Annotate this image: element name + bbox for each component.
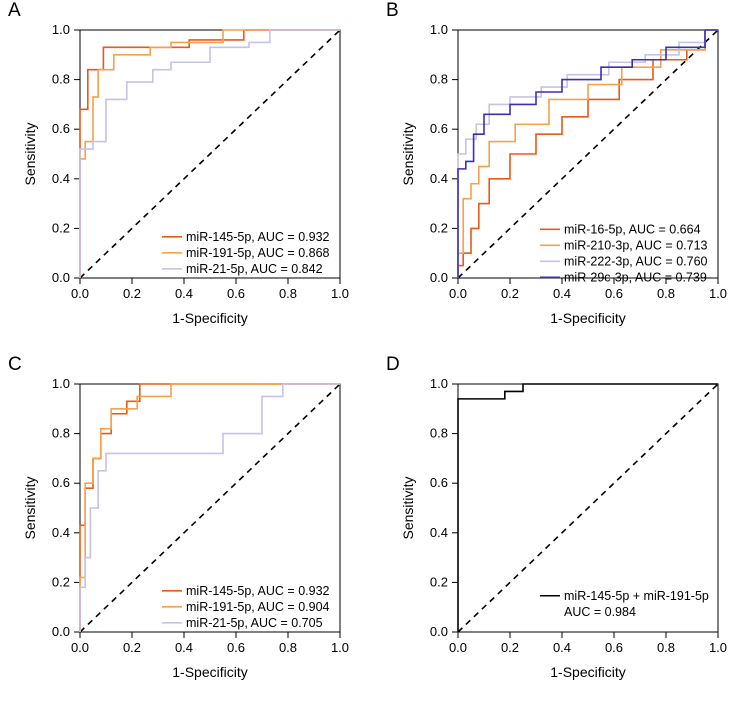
x-tick-label: 0.4 <box>553 640 571 655</box>
x-tick-label: 0.2 <box>123 640 141 655</box>
x-tick-label: 0.4 <box>175 640 193 655</box>
y-tick-label: 1.0 <box>52 376 70 391</box>
y-tick-label: 1.0 <box>52 22 70 37</box>
x-tick-label: 0.4 <box>553 286 571 301</box>
roc-chart-a: 0.0 0.2 0.4 0.6 0.8 1.0 0.0 0.2 0.4 0.6 0.8 1.0 1-Sp… <box>0 0 378 354</box>
panel-b: B 0.00.20.40.60.81.00.00.20.40.60.81.01-… <box>378 0 756 354</box>
y-tick-label: 0.6 <box>52 475 70 490</box>
y-tick-label: 0.8 <box>430 426 448 441</box>
y-tick-label: 0.6 <box>52 121 70 136</box>
legend-label: miR-145-5p, AUC = 0.932 <box>186 584 330 598</box>
legend-label: miR-191-5p, AUC = 0.904 <box>186 600 330 614</box>
y-axis-label: Sensitivity <box>400 122 416 185</box>
y-tick-label: 0.0 <box>430 270 448 285</box>
legend-label: miR-29c-3p, AUC = 0.739 <box>564 270 707 284</box>
legend-label: miR-16-5p, AUC = 0.664 <box>564 222 701 236</box>
y-tick-label: 0.2 <box>430 220 448 235</box>
x-tick-label: 0.8 <box>279 286 297 301</box>
legend-label: miR-145-5p, AUC = 0.932 <box>186 230 330 244</box>
y-tick-label: 0.2 <box>52 574 70 589</box>
y-axis-label: Sensitivity <box>22 122 38 185</box>
x-tick-label: 0.0 <box>71 286 89 301</box>
panel-d: D 0.00.20.40.60.81.00.00.20.40.60.81.01-… <box>378 354 756 708</box>
x-tick-label: 0.8 <box>657 640 675 655</box>
x-tick-label: 0.0 <box>449 640 467 655</box>
legend-label: miR-191-5p, AUC = 0.868 <box>186 246 330 260</box>
x-tick-label: 0.2 <box>123 286 141 301</box>
x-tick-label: 1.0 <box>709 286 727 301</box>
x-tick-label: 0.0 <box>449 286 467 301</box>
y-tick-label: 0.0 <box>52 624 70 639</box>
x-tick-label: 0.6 <box>605 286 623 301</box>
x-tick-label: 0.6 <box>227 286 245 301</box>
y-tick-label: 1.0 <box>430 376 448 391</box>
x-axis-label: 1-Specificity <box>172 664 247 680</box>
legend-label: miR-145-5p + miR-191-5p <box>564 589 709 603</box>
x-tick-label: 1.0 <box>331 286 349 301</box>
legend-label: miR-210-3p, AUC = 0.713 <box>564 238 708 252</box>
y-axis-label: Sensitivity <box>22 476 38 539</box>
y-tick-label: 0.2 <box>430 574 448 589</box>
roc-chart-c: 0.0 0.2 0.4 0.6 0.8 1.0 0.0 0.2 0.4 0.6 0.8 1.0 1-Sp… <box>0 354 378 708</box>
y-tick-label: 0.4 <box>52 171 70 186</box>
roc-chart-b: 0.0 0.2 0.4 0.6 0.8 1.0 0.0 0.2 0.4 0.6 0.8 1.0 1-Sp… <box>378 0 756 354</box>
y-tick-label: 0.6 <box>430 121 448 136</box>
y-tick-label: 0.8 <box>430 72 448 87</box>
y-tick-label: 0.2 <box>52 220 70 235</box>
roc-chart-d: 0.0 0.2 0.4 0.6 0.8 1.0 0.0 0.2 0.4 0.6 0.8 1.0 1-Sp… <box>378 354 756 708</box>
x-axis-label: 1-Specificity <box>550 664 625 680</box>
legend-label: miR-21-5p, AUC = 0.842 <box>186 262 323 276</box>
x-tick-label: 0.8 <box>657 286 675 301</box>
panel-a: A 0.00.20.40.60.81.00.00.20.40.60.81.01-… <box>0 0 378 354</box>
x-axis-label: 1-Specificity <box>550 310 625 326</box>
y-tick-label: 1.0 <box>430 22 448 37</box>
y-tick-label: 0.8 <box>52 426 70 441</box>
x-tick-label: 0.8 <box>279 640 297 655</box>
y-tick-label: 0.8 <box>52 72 70 87</box>
x-tick-label: 0.2 <box>501 640 519 655</box>
legend-label: miR-21-5p, AUC = 0.705 <box>186 616 323 630</box>
y-tick-label: 0.6 <box>430 475 448 490</box>
x-tick-label: 0.4 <box>175 286 193 301</box>
y-tick-label: 0.4 <box>430 525 448 540</box>
y-axis-label: Sensitivity <box>400 476 416 539</box>
y-tick-label: 0.4 <box>430 171 448 186</box>
x-tick-label: 0.6 <box>605 640 623 655</box>
x-tick-label: 0.6 <box>227 640 245 655</box>
y-tick-label: 0.0 <box>52 270 70 285</box>
legend-label: miR-222-3p, AUC = 0.760 <box>564 254 708 268</box>
x-tick-label: 1.0 <box>709 640 727 655</box>
panel-c: C 0.00.20.40.60.81.00.00.20.40.60.81.01-… <box>0 354 378 708</box>
x-tick-label: 0.0 <box>71 640 89 655</box>
x-tick-label: 0.2 <box>501 286 519 301</box>
y-tick-label: 0.0 <box>430 624 448 639</box>
legend-label: AUC = 0.984 <box>564 605 636 619</box>
x-axis-label: 1-Specificity <box>172 310 247 326</box>
y-tick-label: 0.4 <box>52 525 70 540</box>
x-tick-label: 1.0 <box>331 640 349 655</box>
